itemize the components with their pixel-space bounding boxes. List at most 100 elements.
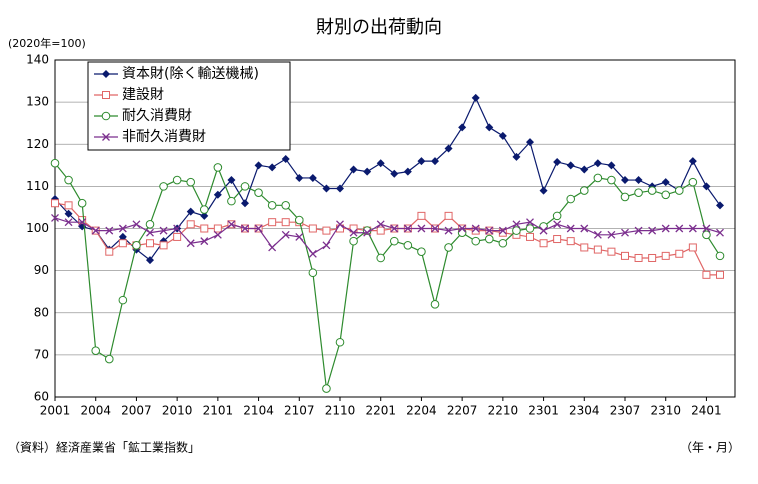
x-tick-label: 2107: [284, 404, 315, 418]
point: [268, 218, 277, 227]
point: [702, 182, 711, 191]
point: [674, 186, 684, 195]
x-tick-label: 2101: [203, 404, 234, 418]
point: [376, 159, 385, 168]
point: [389, 236, 399, 246]
point: [268, 163, 277, 172]
point: [621, 251, 629, 260]
point: [593, 159, 602, 168]
point: [444, 144, 453, 153]
point: [267, 201, 277, 210]
point: [512, 220, 521, 229]
point: [647, 186, 657, 195]
point: [241, 224, 249, 233]
point: [444, 243, 453, 252]
point: [553, 157, 562, 166]
point: [566, 161, 575, 170]
point: [553, 235, 562, 244]
chart-title: 財別の出荷動向: [316, 17, 442, 38]
point: [186, 239, 195, 248]
point: [376, 226, 385, 235]
point: [200, 211, 209, 220]
point: [485, 226, 494, 235]
point: [50, 158, 60, 168]
point: [199, 205, 209, 214]
point: [621, 228, 629, 237]
point: [77, 198, 87, 208]
point: [227, 220, 236, 229]
point: [308, 173, 317, 182]
point: [512, 152, 521, 161]
point: [281, 201, 291, 210]
x-tick-label: 2010: [162, 404, 193, 418]
y-tick-label: 60: [34, 390, 49, 404]
point: [213, 224, 222, 233]
point: [675, 224, 684, 233]
point: [336, 220, 344, 229]
point: [336, 184, 344, 193]
point: [593, 245, 602, 254]
x-tick-label: 2301: [528, 404, 559, 418]
legend-label: 非耐久消費財: [122, 129, 206, 145]
point: [213, 163, 223, 172]
point: [146, 256, 154, 265]
plot-frame: [54, 59, 736, 398]
point: [620, 192, 630, 202]
x-tick-label: 2307: [610, 404, 641, 418]
point: [634, 226, 643, 235]
y-tick-label: 140: [26, 53, 49, 67]
point: [102, 91, 110, 99]
point: [363, 228, 372, 237]
point: [213, 190, 222, 199]
point: [457, 228, 467, 238]
point: [593, 230, 602, 239]
point: [254, 188, 263, 197]
point: [376, 253, 386, 263]
point: [702, 230, 711, 240]
point: [281, 154, 290, 163]
point: [417, 247, 426, 256]
point: [308, 249, 317, 258]
point: [118, 224, 127, 233]
y-tick-label: 70: [34, 347, 49, 361]
point: [363, 167, 372, 176]
point: [295, 232, 304, 241]
point: [607, 175, 616, 185]
x-tick-label: 2310: [650, 404, 681, 418]
point: [485, 123, 494, 132]
point: [173, 224, 182, 233]
point: [322, 384, 331, 393]
point: [648, 253, 657, 262]
point: [431, 224, 439, 233]
point: [553, 220, 562, 229]
point: [349, 236, 358, 246]
point: [702, 224, 711, 233]
point: [186, 177, 196, 187]
point: [539, 186, 548, 195]
x-tick-label: 2201: [365, 404, 396, 418]
legend-box: [87, 61, 291, 151]
point: [254, 224, 263, 233]
point: [403, 241, 413, 250]
point: [390, 169, 399, 178]
point: [281, 218, 290, 227]
point: [634, 176, 643, 185]
point: [132, 220, 141, 229]
point: [661, 190, 671, 200]
x-tick-label: 2001: [40, 404, 71, 418]
point: [78, 218, 87, 227]
point: [566, 237, 575, 246]
point: [471, 236, 481, 246]
point: [444, 226, 453, 235]
point: [539, 226, 548, 235]
point: [431, 157, 439, 166]
y-tick-label: 130: [26, 95, 49, 109]
point: [349, 228, 358, 237]
point: [471, 224, 480, 233]
point: [213, 230, 222, 239]
point: [240, 182, 250, 191]
point: [675, 249, 684, 258]
point: [101, 111, 111, 121]
point: [159, 241, 168, 250]
point: [322, 226, 331, 235]
